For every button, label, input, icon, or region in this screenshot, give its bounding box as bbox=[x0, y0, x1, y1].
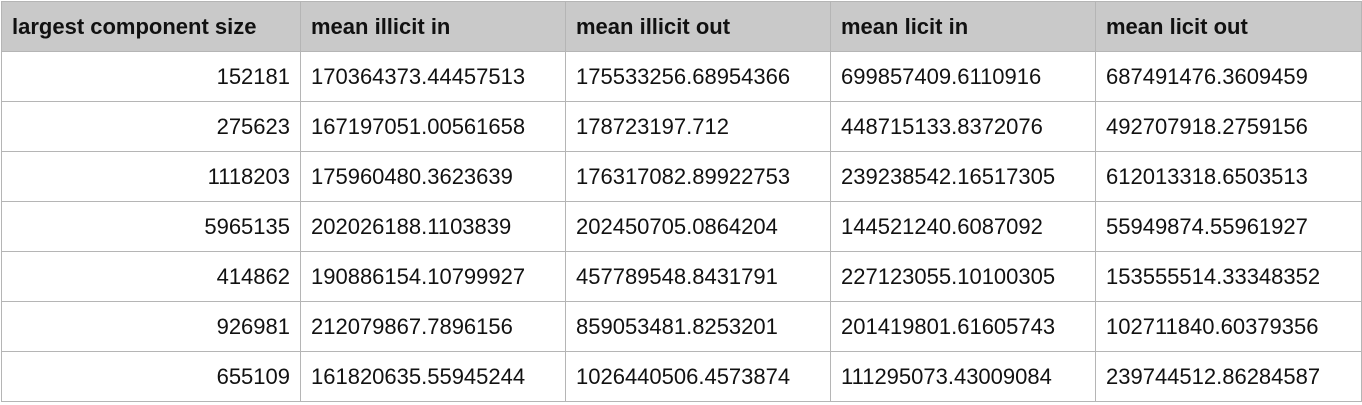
table-cell: 111295073.43009084 bbox=[830, 351, 1096, 402]
table-cell: 161820635.55945244 bbox=[300, 351, 566, 402]
table-cell: 178723197.712 bbox=[565, 101, 831, 152]
table-cell: 448715133.8372076 bbox=[830, 101, 1096, 152]
table-cell: 201419801.61605743 bbox=[830, 301, 1096, 352]
table-row: 275623 167197051.00561658 178723197.712 … bbox=[1, 101, 1362, 152]
table-cell: 457789548.8431791 bbox=[565, 251, 831, 302]
table-cell: 176317082.89922753 bbox=[565, 151, 831, 202]
table-cell: 212079867.7896156 bbox=[300, 301, 566, 352]
table-cell: 5965135 bbox=[1, 201, 301, 252]
table-header: largest component size mean illicit in m… bbox=[1, 1, 1362, 52]
table-cell: 202026188.1103839 bbox=[300, 201, 566, 252]
table-body: 152181 170364373.44457513 175533256.6895… bbox=[1, 51, 1362, 402]
table-cell: 926981 bbox=[1, 301, 301, 352]
table-row: 655109 161820635.55945244 1026440506.457… bbox=[1, 351, 1362, 402]
table-row: 152181 170364373.44457513 175533256.6895… bbox=[1, 51, 1362, 102]
table-row: 5965135 202026188.1103839 202450705.0864… bbox=[1, 201, 1362, 252]
table-row: 414862 190886154.10799927 457789548.8431… bbox=[1, 251, 1362, 302]
table-cell: 1118203 bbox=[1, 151, 301, 202]
column-header-mean-licit-out: mean licit out bbox=[1095, 1, 1362, 52]
table-cell: 170364373.44457513 bbox=[300, 51, 566, 102]
column-header-mean-illicit-in: mean illicit in bbox=[300, 1, 566, 52]
table-cell: 687491476.3609459 bbox=[1095, 51, 1362, 102]
table-cell: 275623 bbox=[1, 101, 301, 152]
table-cell: 239238542.16517305 bbox=[830, 151, 1096, 202]
column-header-largest-component-size: largest component size bbox=[1, 1, 301, 52]
table-cell: 239744512.86284587 bbox=[1095, 351, 1362, 402]
table-cell: 55949874.55961927 bbox=[1095, 201, 1362, 252]
table-cell: 175960480.3623639 bbox=[300, 151, 566, 202]
table-cell: 152181 bbox=[1, 51, 301, 102]
table-row: 926981 212079867.7896156 859053481.82532… bbox=[1, 301, 1362, 352]
table-cell: 227123055.10100305 bbox=[830, 251, 1096, 302]
column-header-mean-illicit-out: mean illicit out bbox=[565, 1, 831, 52]
table-cell: 175533256.68954366 bbox=[565, 51, 831, 102]
table-cell: 167197051.00561658 bbox=[300, 101, 566, 152]
table-cell: 859053481.8253201 bbox=[565, 301, 831, 352]
table-cell: 655109 bbox=[1, 351, 301, 402]
table-cell: 202450705.0864204 bbox=[565, 201, 831, 252]
table-cell: 153555514.33348352 bbox=[1095, 251, 1362, 302]
table-row: 1118203 175960480.3623639 176317082.8992… bbox=[1, 151, 1362, 202]
table-cell: 699857409.6110916 bbox=[830, 51, 1096, 102]
table-cell: 102711840.60379356 bbox=[1095, 301, 1362, 352]
table-cell: 492707918.2759156 bbox=[1095, 101, 1362, 152]
table-cell: 612013318.6503513 bbox=[1095, 151, 1362, 202]
table-cell: 144521240.6087092 bbox=[830, 201, 1096, 252]
header-row: largest component size mean illicit in m… bbox=[1, 1, 1362, 52]
column-header-mean-licit-in: mean licit in bbox=[830, 1, 1096, 52]
table-cell: 1026440506.4573874 bbox=[565, 351, 831, 402]
table-cell: 414862 bbox=[1, 251, 301, 302]
table-cell: 190886154.10799927 bbox=[300, 251, 566, 302]
